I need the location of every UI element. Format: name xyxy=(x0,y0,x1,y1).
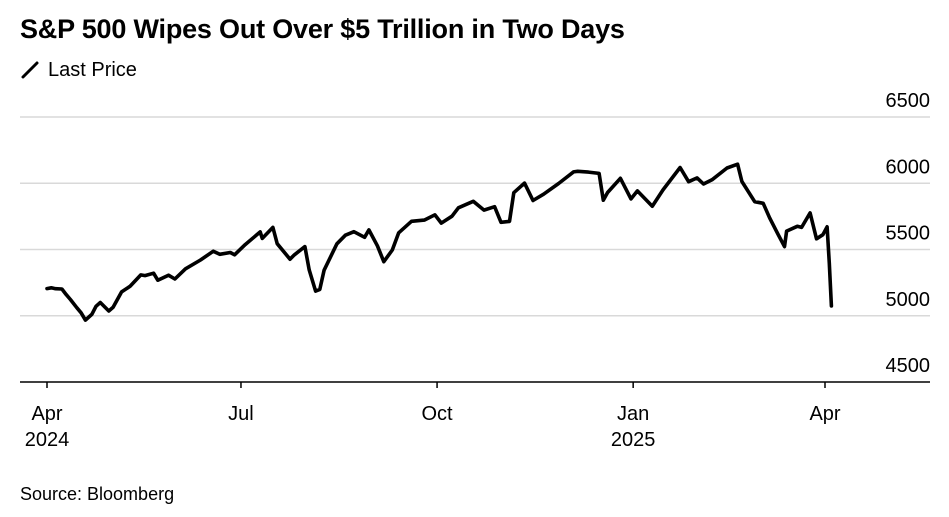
legend-label: Last Price xyxy=(48,58,137,81)
y-axis-labels: 6500 6000 5500 5000 4500 xyxy=(886,90,931,377)
y-tick-label: 5000 xyxy=(886,289,931,311)
line-swatch-icon xyxy=(21,61,39,79)
legend: Last Price xyxy=(20,58,137,82)
x-tick-label: Apr xyxy=(809,403,840,425)
y-tick-label: 4500 xyxy=(886,355,931,377)
x-tick-label: Apr xyxy=(31,403,62,425)
x-tick-label: Jan xyxy=(617,403,649,425)
grid-lines xyxy=(20,116,930,317)
chart-title: S&P 500 Wipes Out Over $5 Trillion in Tw… xyxy=(20,14,625,44)
series-line-last-price xyxy=(45,162,834,322)
x-tick-year-label: 2025 xyxy=(611,429,656,451)
source-note: Source: Bloomberg xyxy=(20,484,175,504)
y-tick-label: 6000 xyxy=(886,156,931,178)
y-tick-label: 6500 xyxy=(886,90,931,112)
x-axis-ticks: Apr 2024 Jul Oct Jan 2025 Apr xyxy=(25,382,841,451)
x-tick-year-label: 2024 xyxy=(25,429,70,451)
y-tick-label: 5500 xyxy=(886,223,931,245)
x-tick-label: Jul xyxy=(228,403,254,425)
x-tick-label: Oct xyxy=(422,403,454,425)
